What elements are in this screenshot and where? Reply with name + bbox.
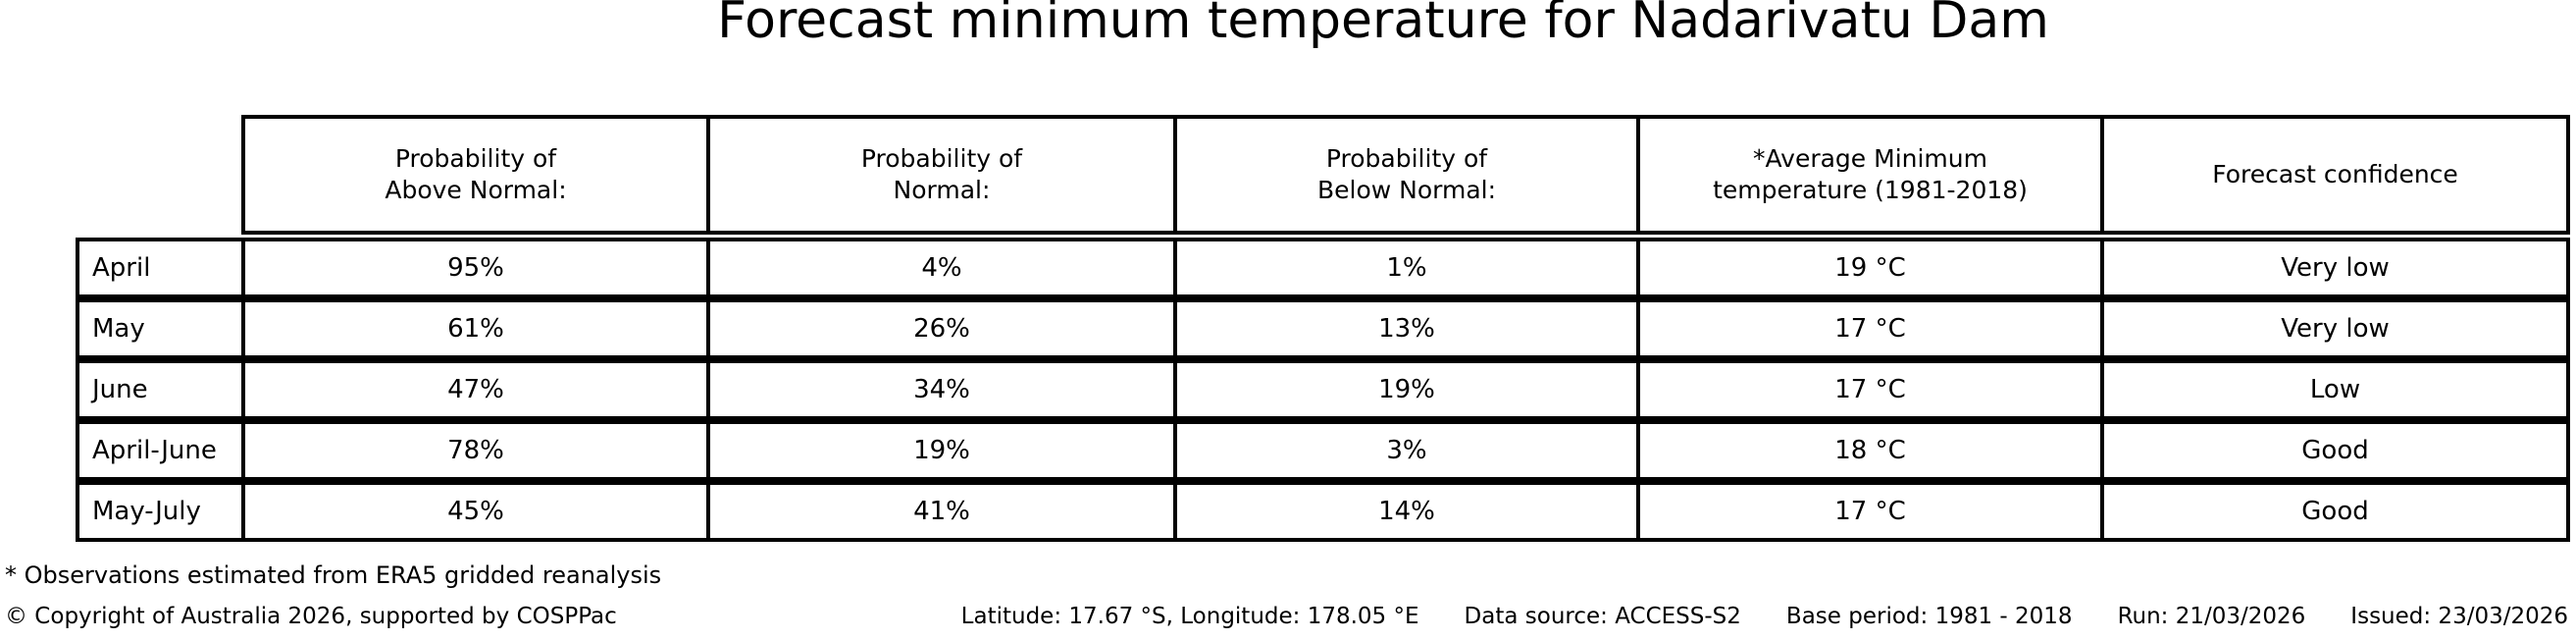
header-average-minimum-temperature: *Average Minimum temperature (1981-2018) xyxy=(1636,119,2100,231)
header-probability-below-normal: Probability of Below Normal: xyxy=(1173,119,1636,231)
period-cell: June xyxy=(92,375,148,404)
run-date-text: Run: 21/03/2026 xyxy=(2117,604,2306,629)
table-row-may-july: May-July 45% 41% 14% 17 °C Good xyxy=(76,481,2570,542)
normal-cell: 41% xyxy=(706,485,1173,538)
footer-metadata-group: Latitude: 17.67 °S, Longitude: 178.05 °E… xyxy=(961,604,2568,629)
table-row-may: May 61% 26% 13% 17 °C Very low xyxy=(76,298,2570,359)
table-row-april: April 95% 4% 1% 19 °C Very low xyxy=(76,238,2570,298)
avg-min-temp-cell: 17 °C xyxy=(1636,485,2100,538)
avg-min-temp-cell: 17 °C xyxy=(1636,302,2100,355)
normal-cell: 26% xyxy=(706,302,1173,355)
period-cell: April xyxy=(92,253,151,283)
base-period-text: Base period: 1981 - 2018 xyxy=(1785,604,2073,629)
above-normal-cell: 61% xyxy=(241,302,706,355)
table-header-row: Probability of Above Normal: Probability… xyxy=(241,115,2570,235)
table-row-june: June 47% 34% 19% 17 °C Low xyxy=(76,359,2570,420)
normal-cell: 4% xyxy=(706,241,1173,294)
below-normal-cell: 1% xyxy=(1173,241,1636,294)
header-forecast-confidence: Forecast confidence xyxy=(2100,119,2566,231)
observations-footnote: * Observations estimated from ERA5 gridd… xyxy=(5,561,662,589)
data-source-text: Data source: ACCESS-S2 xyxy=(1464,604,1741,629)
footer-metadata-line: © Copyright of Australia 2026, supported… xyxy=(5,604,2568,629)
confidence-cell: Good xyxy=(2100,424,2566,477)
above-normal-cell: 47% xyxy=(241,363,706,416)
period-cell: May xyxy=(92,314,145,344)
confidence-cell: Very low xyxy=(2100,241,2566,294)
period-cell: April-June xyxy=(92,436,217,465)
above-normal-cell: 78% xyxy=(241,424,706,477)
below-normal-cell: 13% xyxy=(1173,302,1636,355)
normal-cell: 19% xyxy=(706,424,1173,477)
avg-min-temp-cell: 18 °C xyxy=(1636,424,2100,477)
above-normal-cell: 95% xyxy=(241,241,706,294)
confidence-cell: Low xyxy=(2100,363,2566,416)
avg-min-temp-cell: 19 °C xyxy=(1636,241,2100,294)
table-row-april-june: April-June 78% 19% 3% 18 °C Good xyxy=(76,420,2570,481)
avg-min-temp-cell: 17 °C xyxy=(1636,363,2100,416)
below-normal-cell: 14% xyxy=(1173,485,1636,538)
forecast-table: Probability of Above Normal: Probability… xyxy=(76,115,2570,542)
issued-date-text: Issued: 23/03/2026 xyxy=(2350,604,2568,629)
below-normal-cell: 19% xyxy=(1173,363,1636,416)
confidence-cell: Good xyxy=(2100,485,2566,538)
header-probability-normal: Probability of Normal: xyxy=(706,119,1173,231)
copyright-text: © Copyright of Australia 2026, supported… xyxy=(5,604,617,629)
location-text: Latitude: 17.67 °S, Longitude: 178.05 °E xyxy=(960,604,1419,629)
above-normal-cell: 45% xyxy=(241,485,706,538)
below-normal-cell: 3% xyxy=(1173,424,1636,477)
period-cell: May-July xyxy=(92,497,201,526)
page-title: Forecast minimum temperature for Nadariv… xyxy=(717,0,2049,50)
normal-cell: 34% xyxy=(706,363,1173,416)
header-probability-above-normal: Probability of Above Normal: xyxy=(385,143,567,205)
confidence-cell: Very low xyxy=(2100,302,2566,355)
